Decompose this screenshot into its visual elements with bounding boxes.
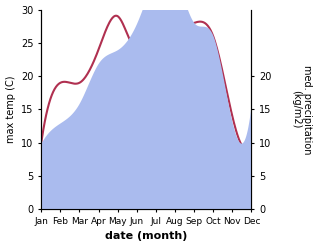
X-axis label: date (month): date (month) (105, 231, 188, 242)
Y-axis label: med. precipitation
(kg/m2): med. precipitation (kg/m2) (291, 65, 313, 154)
Y-axis label: max temp (C): max temp (C) (5, 76, 16, 143)
